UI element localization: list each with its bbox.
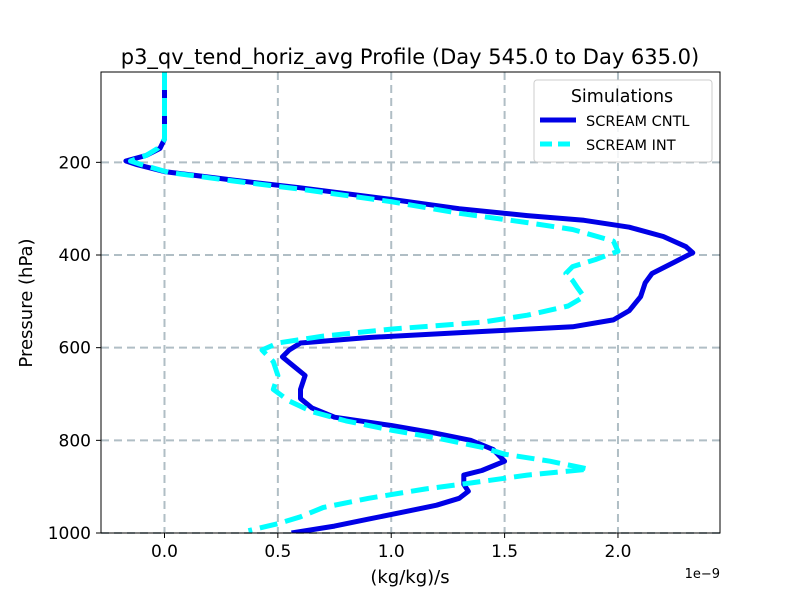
y-tick-label: 600 xyxy=(59,339,91,359)
x-axis-label: (kg/kg)/s xyxy=(370,567,449,588)
y-tick-label: 1000 xyxy=(48,524,91,544)
series-lines xyxy=(123,72,696,533)
y-axis-label: Pressure (hPa) xyxy=(16,238,37,367)
x-tick-label: 1.5 xyxy=(491,542,518,562)
series-line-scream-int xyxy=(128,72,621,533)
y-tick-label: 200 xyxy=(59,153,91,173)
legend-title: Simulations xyxy=(571,87,673,107)
legend-label-scream-cntl: SCREAM CNTL xyxy=(586,114,690,130)
legend-box xyxy=(533,79,713,163)
plot-frame xyxy=(100,71,721,534)
legend-label-scream-int: SCREAM INT xyxy=(586,138,676,154)
legend: Simulations SCREAM CNTL SCREAM INT xyxy=(533,79,713,163)
y-axis-ticks: 200 400 600 800 1000 xyxy=(48,153,101,544)
x-axis-offset-label: 1e−9 xyxy=(685,567,720,582)
x-tick-label: 0.5 xyxy=(264,542,291,562)
x-tick-label: 0.0 xyxy=(151,542,178,562)
chart-title: p3_qv_tend_horiz_avg Profile (Day 545.0 … xyxy=(121,45,700,70)
y-tick-label: 400 xyxy=(59,246,91,266)
x-tick-label: 1.0 xyxy=(378,542,405,562)
x-tick-label: 2.0 xyxy=(604,542,631,562)
x-axis-ticks: 0.0 0.5 1.0 1.5 2.0 xyxy=(151,533,631,562)
y-tick-label: 800 xyxy=(59,431,91,451)
